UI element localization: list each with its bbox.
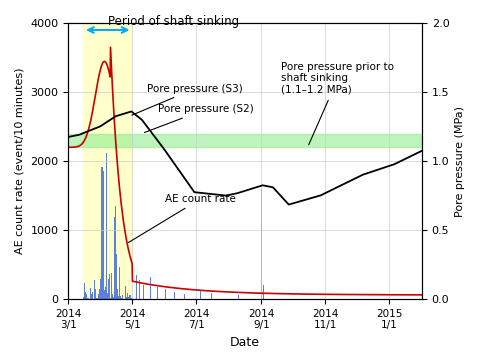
Bar — [105, 286, 106, 299]
Bar — [118, 296, 120, 299]
Bar — [109, 274, 110, 299]
Bar — [263, 285, 264, 299]
X-axis label: Date: Date — [230, 336, 260, 349]
Bar — [261, 189, 262, 299]
Bar — [124, 286, 126, 299]
Bar — [129, 295, 130, 299]
Bar — [127, 293, 128, 299]
Bar — [96, 298, 97, 299]
Bar — [98, 293, 99, 299]
Bar — [69, 134, 422, 147]
Y-axis label: AE count rate (event/10 minutes): AE count rate (event/10 minutes) — [15, 68, 25, 254]
Bar — [100, 278, 101, 299]
Bar — [108, 279, 109, 299]
Bar — [84, 292, 86, 299]
Text: Pore pressure (S3): Pore pressure (S3) — [132, 84, 243, 115]
Bar — [113, 297, 114, 299]
Bar — [130, 295, 131, 299]
Bar — [107, 293, 108, 299]
Text: Pore pressure (S2): Pore pressure (S2) — [144, 104, 253, 132]
Bar — [238, 295, 239, 299]
Bar — [91, 294, 92, 299]
Y-axis label: Pore pressure (MPa): Pore pressure (MPa) — [455, 106, 465, 217]
Bar — [95, 289, 96, 299]
Bar — [110, 298, 111, 299]
Bar — [128, 297, 129, 299]
Bar — [174, 292, 175, 299]
Bar — [121, 298, 122, 299]
Text: AE count rate: AE count rate — [129, 194, 236, 242]
Bar — [83, 23, 132, 299]
Bar — [116, 253, 117, 299]
Bar — [122, 295, 123, 299]
Bar — [150, 277, 151, 299]
Bar — [117, 289, 118, 299]
Bar — [131, 298, 132, 299]
Bar — [200, 291, 201, 299]
Text: Pore pressure prior to
shaft sinking
(1.1–1.2 MPa): Pore pressure prior to shaft sinking (1.… — [281, 62, 395, 145]
Bar — [97, 298, 98, 299]
Text: Period of shaft sinking: Period of shaft sinking — [108, 15, 240, 28]
Bar — [120, 296, 121, 299]
Bar — [115, 206, 116, 299]
Bar — [136, 275, 137, 299]
Bar — [211, 293, 212, 299]
Bar — [99, 289, 100, 299]
Bar — [166, 289, 167, 299]
Bar — [94, 280, 95, 299]
Bar — [114, 217, 115, 299]
Bar — [90, 288, 91, 299]
Bar — [112, 294, 113, 299]
Bar — [106, 153, 107, 299]
Bar — [139, 280, 140, 299]
Bar — [101, 167, 103, 299]
Bar — [104, 290, 105, 299]
Bar — [83, 297, 84, 299]
Bar — [126, 297, 127, 299]
Bar — [88, 298, 89, 299]
Bar — [157, 287, 158, 299]
Bar — [103, 171, 104, 299]
Bar — [111, 273, 112, 299]
Bar — [92, 292, 93, 299]
Bar — [87, 298, 88, 299]
Bar — [86, 294, 87, 299]
Bar — [184, 294, 185, 299]
